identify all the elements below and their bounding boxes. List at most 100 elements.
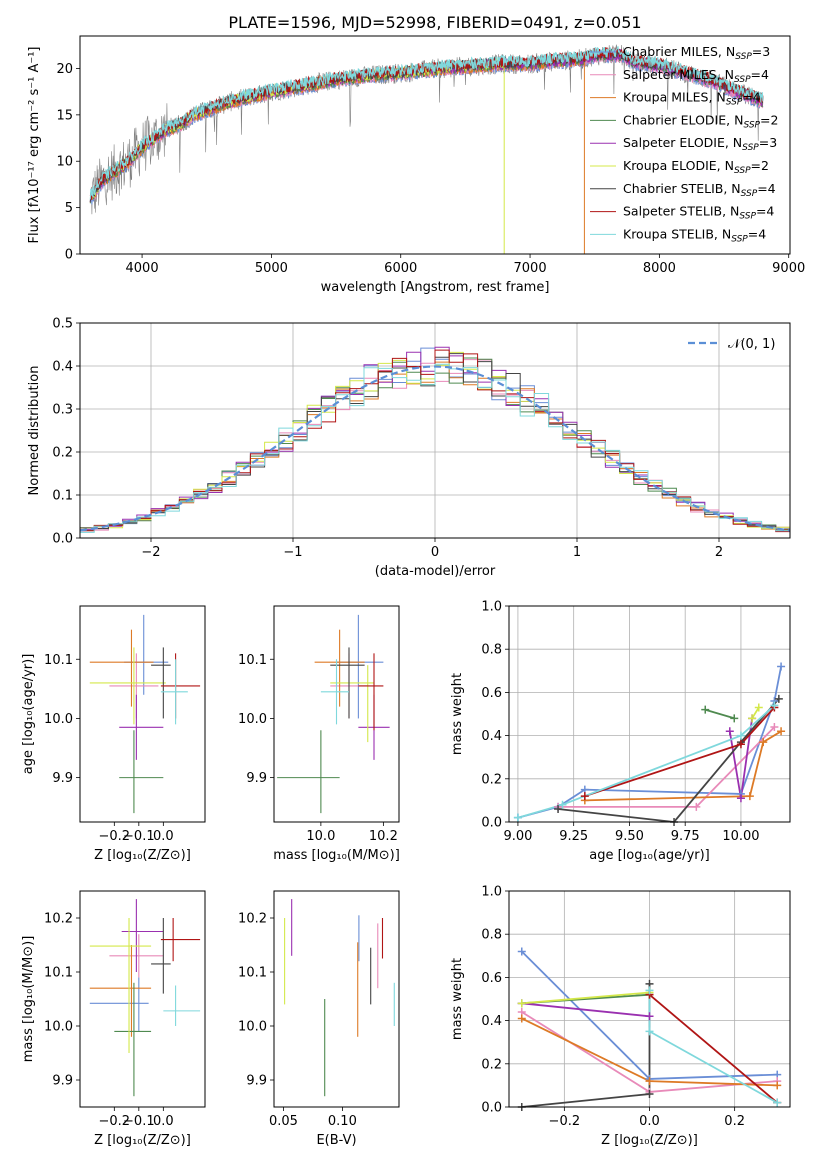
- y-tick-label: 10.1: [44, 966, 73, 981]
- legend-label-count: =2: [760, 112, 778, 127]
- x-tick-label: −0.1: [123, 1114, 155, 1129]
- data-point-chabrier-miles: [777, 662, 786, 671]
- legend-label-count: =4: [757, 181, 775, 196]
- plot-area: [284, 899, 395, 1097]
- axes-frame: [79, 890, 206, 1108]
- legend-label: Salpeter ELODIE, NSSP=3: [623, 135, 777, 153]
- plot-area: [89, 44, 764, 254]
- legend-label-text: Kroupa MILES, N: [623, 90, 726, 105]
- y-tick-label: 0.2: [52, 446, 73, 461]
- data-point-kroupa-stelib: [736, 731, 745, 740]
- data-point-salpeter-elodie: [725, 727, 734, 736]
- panel-mass_vs_EBV: 0.05 0.10 9.9 10.0 10.1 10.2 E(B-V): [238, 890, 400, 1148]
- data-point-salpeter-stelib: [736, 740, 745, 749]
- axes-frame: [508, 605, 791, 823]
- data-point-kroupa-stelib: [773, 1098, 782, 1107]
- x-tick-label: 9.50: [615, 829, 644, 844]
- plot-area: [517, 666, 782, 822]
- data-point-kroupa-miles: [745, 792, 754, 801]
- series-line-salpeter-elodie: [521, 1002, 650, 1018]
- legend-label-count: =4: [742, 90, 760, 105]
- data-point-kroupa-elodie: [748, 714, 757, 723]
- legend-label: 𝒩(0, 1): [728, 337, 775, 352]
- y-tick-label: 0.5: [52, 317, 73, 332]
- legend-label-sub: SSP: [739, 212, 756, 222]
- x-tick-label: −0.2: [549, 1114, 581, 1129]
- data-point-chabrier-elodie: [701, 705, 710, 714]
- series-line-kroupa-stelib: [517, 704, 776, 819]
- legend-label-sub: SSP: [726, 98, 743, 108]
- legend-label-count: =4: [751, 67, 769, 82]
- data-point-chabrier-miles: [517, 947, 526, 956]
- plot-area: [80, 346, 790, 533]
- data-point-salpeter-stelib: [580, 792, 589, 801]
- legend-label-text: Kroupa ELODIE, N: [623, 158, 734, 173]
- y-tick-label: 0.4: [52, 360, 73, 375]
- data-point-kroupa-stelib: [645, 1027, 654, 1036]
- legend-label: Kroupa MILES, NSSP=4: [623, 90, 761, 108]
- x-tick-label: 10.00: [722, 829, 759, 844]
- data-point-kroupa-stelib: [770, 701, 779, 710]
- y-tick-label: 10.0: [44, 1020, 73, 1035]
- y-tick-label: 0.2: [481, 772, 502, 787]
- legend-label-sub: SSP: [734, 75, 751, 85]
- legend-label-sub: SSP: [742, 143, 759, 153]
- x-axis-label: Z [log₁₀(Z/Z⊙)]: [94, 848, 191, 863]
- legend-label-count: =3: [759, 135, 777, 150]
- axes-frame: [508, 890, 791, 1108]
- axes-frame: [273, 890, 400, 1108]
- data-point-kroupa-elodie: [754, 703, 763, 712]
- x-tick-label: 9.75: [671, 829, 700, 844]
- y-tick-label: 20: [56, 62, 73, 77]
- data-point-kroupa-miles: [759, 738, 768, 747]
- series-line-chabrier-elodie: [705, 708, 735, 720]
- axes-frame: [79, 35, 791, 255]
- y-tick-label: 10.1: [238, 653, 267, 668]
- legend-label-count: =4: [748, 226, 766, 241]
- y-tick-label: 1.0: [481, 600, 502, 615]
- data-point-kroupa-miles: [645, 1077, 654, 1086]
- legend-label-text: Kroupa STELIB, N: [623, 226, 731, 241]
- data-point-salpeter-elodie: [645, 1012, 654, 1021]
- x-tick-label: 0: [431, 545, 439, 560]
- panel-weight_vs_Z: −0.2 0.0 0.2 0.0 0.2 0.4 0.6 0.8 1.0 Z [log₁₀(Z/Z…: [450, 885, 791, 1148]
- x-tick-label: −0.2: [99, 1114, 131, 1129]
- x-tick-label: 0.10: [328, 1114, 357, 1129]
- x-tick-label: 0.0: [639, 1114, 660, 1129]
- y-tick-label: 10.2: [44, 912, 73, 927]
- legend-label-sub: SSP: [735, 52, 752, 62]
- data-point-kroupa-elodie: [517, 999, 526, 1008]
- data-point-chabrier-stelib: [645, 1090, 654, 1099]
- legend-label: Kroupa ELODIE, NSSP=2: [623, 158, 769, 176]
- x-tick-label: 0.0: [153, 1114, 174, 1129]
- x-tick-label: 8000: [643, 261, 676, 276]
- x-tick-label: 0.2: [724, 1114, 745, 1129]
- legend-label: Salpeter STELIB, NSSP=4: [623, 204, 774, 222]
- legend-label: Chabrier ELODIE, NSSP=2: [623, 112, 778, 130]
- y-axis-label: mass weight: [450, 958, 465, 1040]
- y-tick-label: 10.1: [238, 966, 267, 981]
- x-axis-label: wavelength [Angstrom, rest frame]: [321, 280, 550, 295]
- x-tick-label: −0.1: [123, 829, 155, 844]
- data-point-chabrier-stelib: [554, 805, 563, 814]
- data-point-salpeter-elodie: [736, 794, 745, 803]
- panel-age_vs_Z: −0.2−0.10.0 9.9 10.0 10.1 Z [log₁₀(Z/Z⊙)] age…: [21, 605, 206, 863]
- normal-reference-curve: [80, 365, 790, 532]
- y-tick-label: 0.8: [481, 928, 502, 943]
- data-point-salpeter-miles: [770, 722, 779, 731]
- y-axis-label: Normed distribution: [27, 366, 42, 496]
- y-tick-label: 0.0: [481, 1101, 502, 1116]
- x-tick-label: 10.2: [369, 829, 398, 844]
- y-axis-label: mass weight: [450, 673, 465, 755]
- y-tick-label: 1.0: [481, 885, 502, 900]
- x-tick-label: 4000: [126, 261, 159, 276]
- legend-label-text: Salpeter STELIB, N: [623, 204, 739, 219]
- x-tick-label: 10.0: [306, 829, 335, 844]
- panel-mass_vs_Z: −0.2−0.10.0 9.9 10.0 10.1 10.2 Z [log₁₀(Z/Z⊙)…: [21, 890, 206, 1148]
- x-tick-label: −0.2: [99, 829, 131, 844]
- x-axis-label: age [log₁₀(age/yr)]: [589, 848, 710, 863]
- data-point-kroupa-stelib: [513, 813, 522, 822]
- y-tick-label: 10.0: [238, 1020, 267, 1035]
- y-tick-label: 0.2: [481, 1057, 502, 1072]
